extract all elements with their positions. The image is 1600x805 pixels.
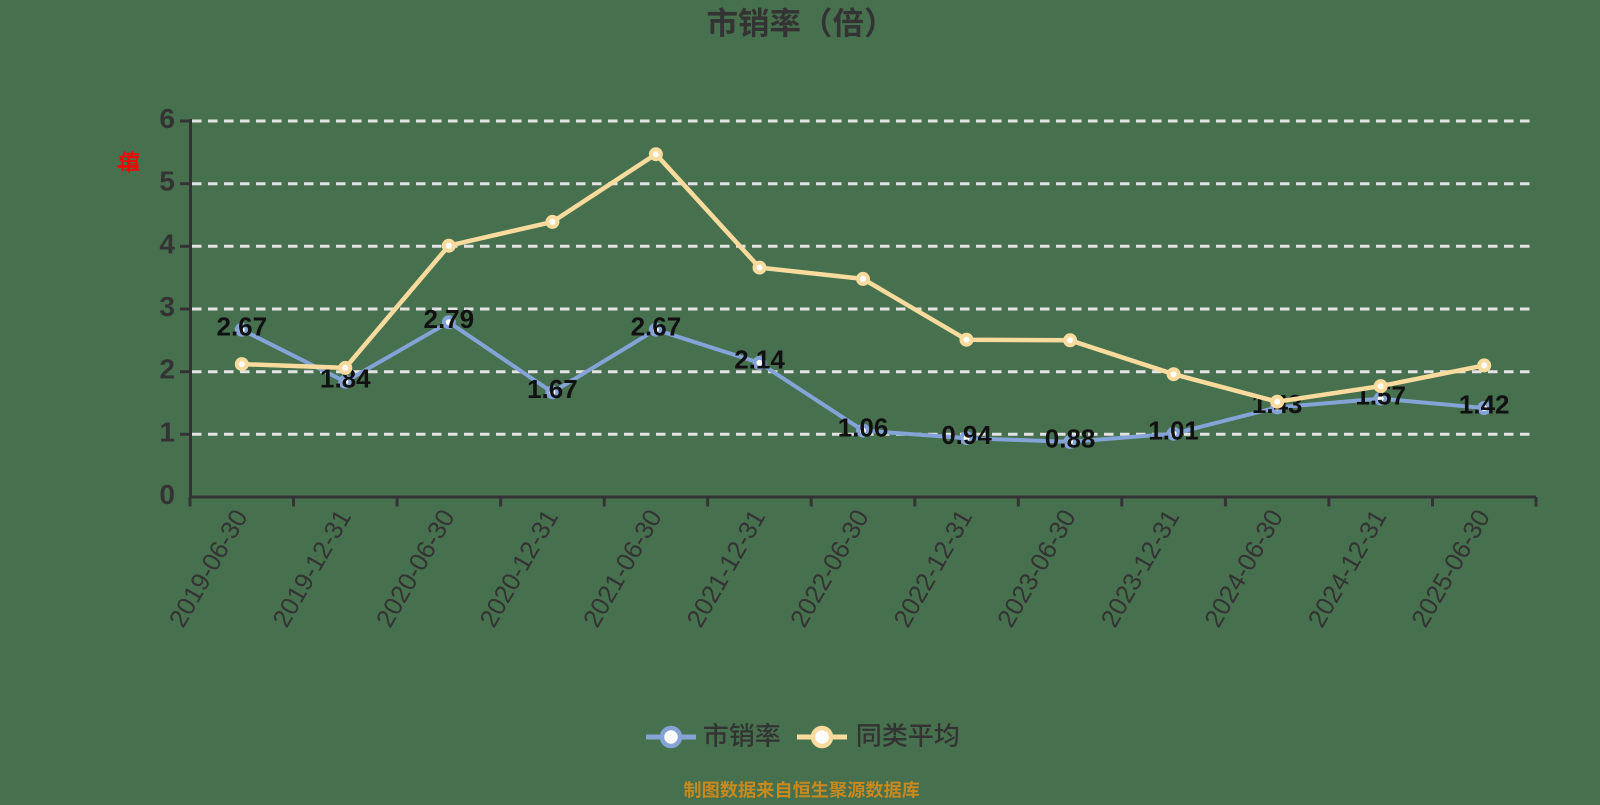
- svg-text:0.88: 0.88: [1045, 424, 1096, 454]
- svg-text:2020-06-30: 2020-06-30: [371, 505, 460, 632]
- svg-text:2019-06-30: 2019-06-30: [164, 505, 253, 632]
- svg-text:2023-12-31: 2023-12-31: [1096, 505, 1185, 632]
- svg-text:2.14: 2.14: [734, 345, 785, 375]
- svg-text:0: 0: [159, 479, 175, 510]
- svg-text:4: 4: [159, 228, 175, 259]
- svg-text:2019-12-31: 2019-12-31: [268, 505, 357, 632]
- svg-text:3: 3: [159, 291, 175, 322]
- svg-text:2023-06-30: 2023-06-30: [992, 505, 1081, 632]
- svg-text:1.01: 1.01: [1148, 415, 1199, 445]
- svg-text:2024-06-30: 2024-06-30: [1199, 505, 1288, 632]
- svg-text:1.06: 1.06: [838, 412, 889, 442]
- svg-text:1.42: 1.42: [1459, 390, 1510, 420]
- svg-text:2.67: 2.67: [631, 311, 682, 341]
- svg-text:1: 1: [159, 416, 175, 447]
- svg-text:2022-06-30: 2022-06-30: [785, 505, 874, 632]
- svg-text:2: 2: [159, 354, 175, 385]
- svg-text:2.79: 2.79: [423, 304, 474, 334]
- svg-text:2025-06-30: 2025-06-30: [1406, 505, 1495, 632]
- svg-text:6: 6: [159, 103, 175, 134]
- svg-text:1.67: 1.67: [527, 374, 578, 404]
- svg-text:2024-12-31: 2024-12-31: [1303, 505, 1392, 632]
- svg-text:0.94: 0.94: [941, 420, 992, 450]
- svg-text:2.67: 2.67: [216, 311, 267, 341]
- svg-text:5: 5: [159, 166, 175, 197]
- svg-text:2022-12-31: 2022-12-31: [889, 505, 978, 632]
- svg-text:2021-06-30: 2021-06-30: [578, 505, 667, 632]
- svg-text:2020-12-31: 2020-12-31: [475, 505, 564, 632]
- svg-text:2021-12-31: 2021-12-31: [682, 505, 771, 632]
